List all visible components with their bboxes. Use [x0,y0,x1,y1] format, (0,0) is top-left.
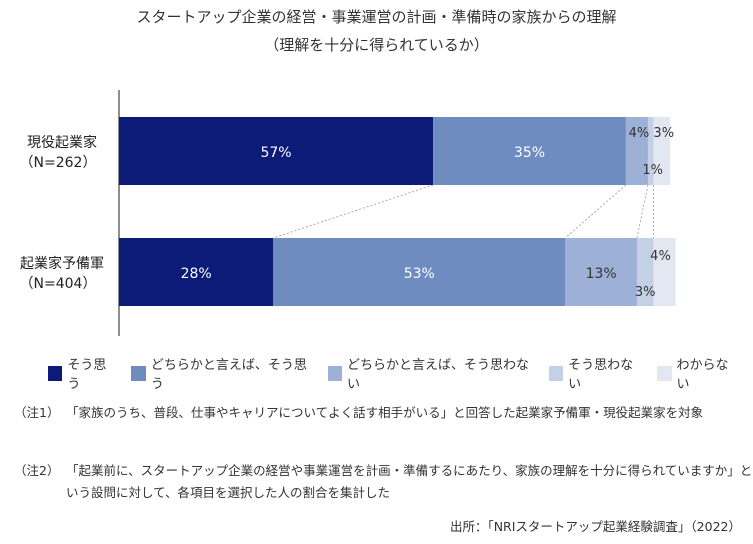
connector-line-2 [565,184,627,239]
category-n-2: （N=404） [20,276,97,292]
legend: そう思う どちらかと言えば、そう思う どちらかと言えば、そう思わない そう思わない わか… [48,354,753,392]
legend-item-2: どちらかと言えば、そう思う [131,354,313,392]
legend-label-5: わからない [676,358,729,392]
data-label-2-1: 28% [181,266,212,282]
bar-segment-2-4 [636,238,654,306]
legend-swatch-2 [131,365,146,381]
bar-segment-1-5 [653,117,670,185]
note-1-label: （注1） [14,405,60,420]
data-label-2-2: 53% [404,266,435,282]
bar-segment-2-1 [119,238,274,306]
bar-segment-2-5 [653,238,676,306]
legend-item-3: どちらかと言えば、そう思わない [327,354,535,392]
legend-swatch-3 [327,365,342,381]
bar-segment-1-3 [625,117,648,185]
data-label-2-4: 3% [635,285,656,300]
connector-line-3 [636,184,649,239]
source-note: 出所：「NRIスタートアップ起業経験調査」（2022） [449,519,741,534]
legend-item-4: そう思わない [548,354,643,392]
category-n-1: （N=262） [20,155,97,171]
connector-line-1 [273,184,434,239]
legend-item-1: そう思う [48,354,117,392]
legend-swatch-1 [48,365,63,381]
legend-label-1: そう思う [67,358,107,392]
stacked-bar-chart: 現役起業家 （N=262） 起業家予備軍 （N=404） 57% 28% 35% 53% 4% 1… [20,90,676,336]
data-label-1-5: 3% [653,126,674,141]
data-label-1-3: 4% [629,126,650,141]
legend-swatch-5 [657,365,672,381]
legend-label-4: そう思わない [568,358,634,392]
bar-segment-1-4 [647,117,654,185]
bar-segment-2-2 [273,238,566,306]
bar-segment-1-2 [433,117,626,185]
note-1-text: 「家族のうち、普段、仕事やキャリアについてよく話す相手がいる」と回答した起業家予… [66,405,704,420]
legend-label-2: どちらかと言えば、そう思う [150,358,307,392]
data-label-2-3: 13% [586,266,617,282]
chart-title: スタートアップ企業の経営・事業運営の計画・準備時の家族からの理解 [136,8,617,26]
bar-segment-2-3 [565,238,637,306]
data-label-2-5: 4% [650,249,671,264]
note-2-label: （注2） [14,463,60,478]
legend-label-3: どちらかと言えば、そう思わない [346,358,529,392]
category-label-1: 現役起業家 [27,134,97,151]
category-label-2: 起業家予備軍 [20,255,104,272]
bar-segment-1-1 [119,117,434,185]
data-label-1-2: 35% [514,145,545,161]
data-label-1-1: 57% [260,145,291,161]
data-label-1-4: 1% [642,163,663,178]
legend-item-5: わからない [657,354,739,392]
chart-subtitle: （理解を十分に得られているか） [264,36,489,54]
legend-swatch-4 [548,365,564,381]
note-2-text: 「起業前に、スタートアップ企業の経営や事業運営を計画・準備するにあたり、家族の理… [66,463,753,500]
